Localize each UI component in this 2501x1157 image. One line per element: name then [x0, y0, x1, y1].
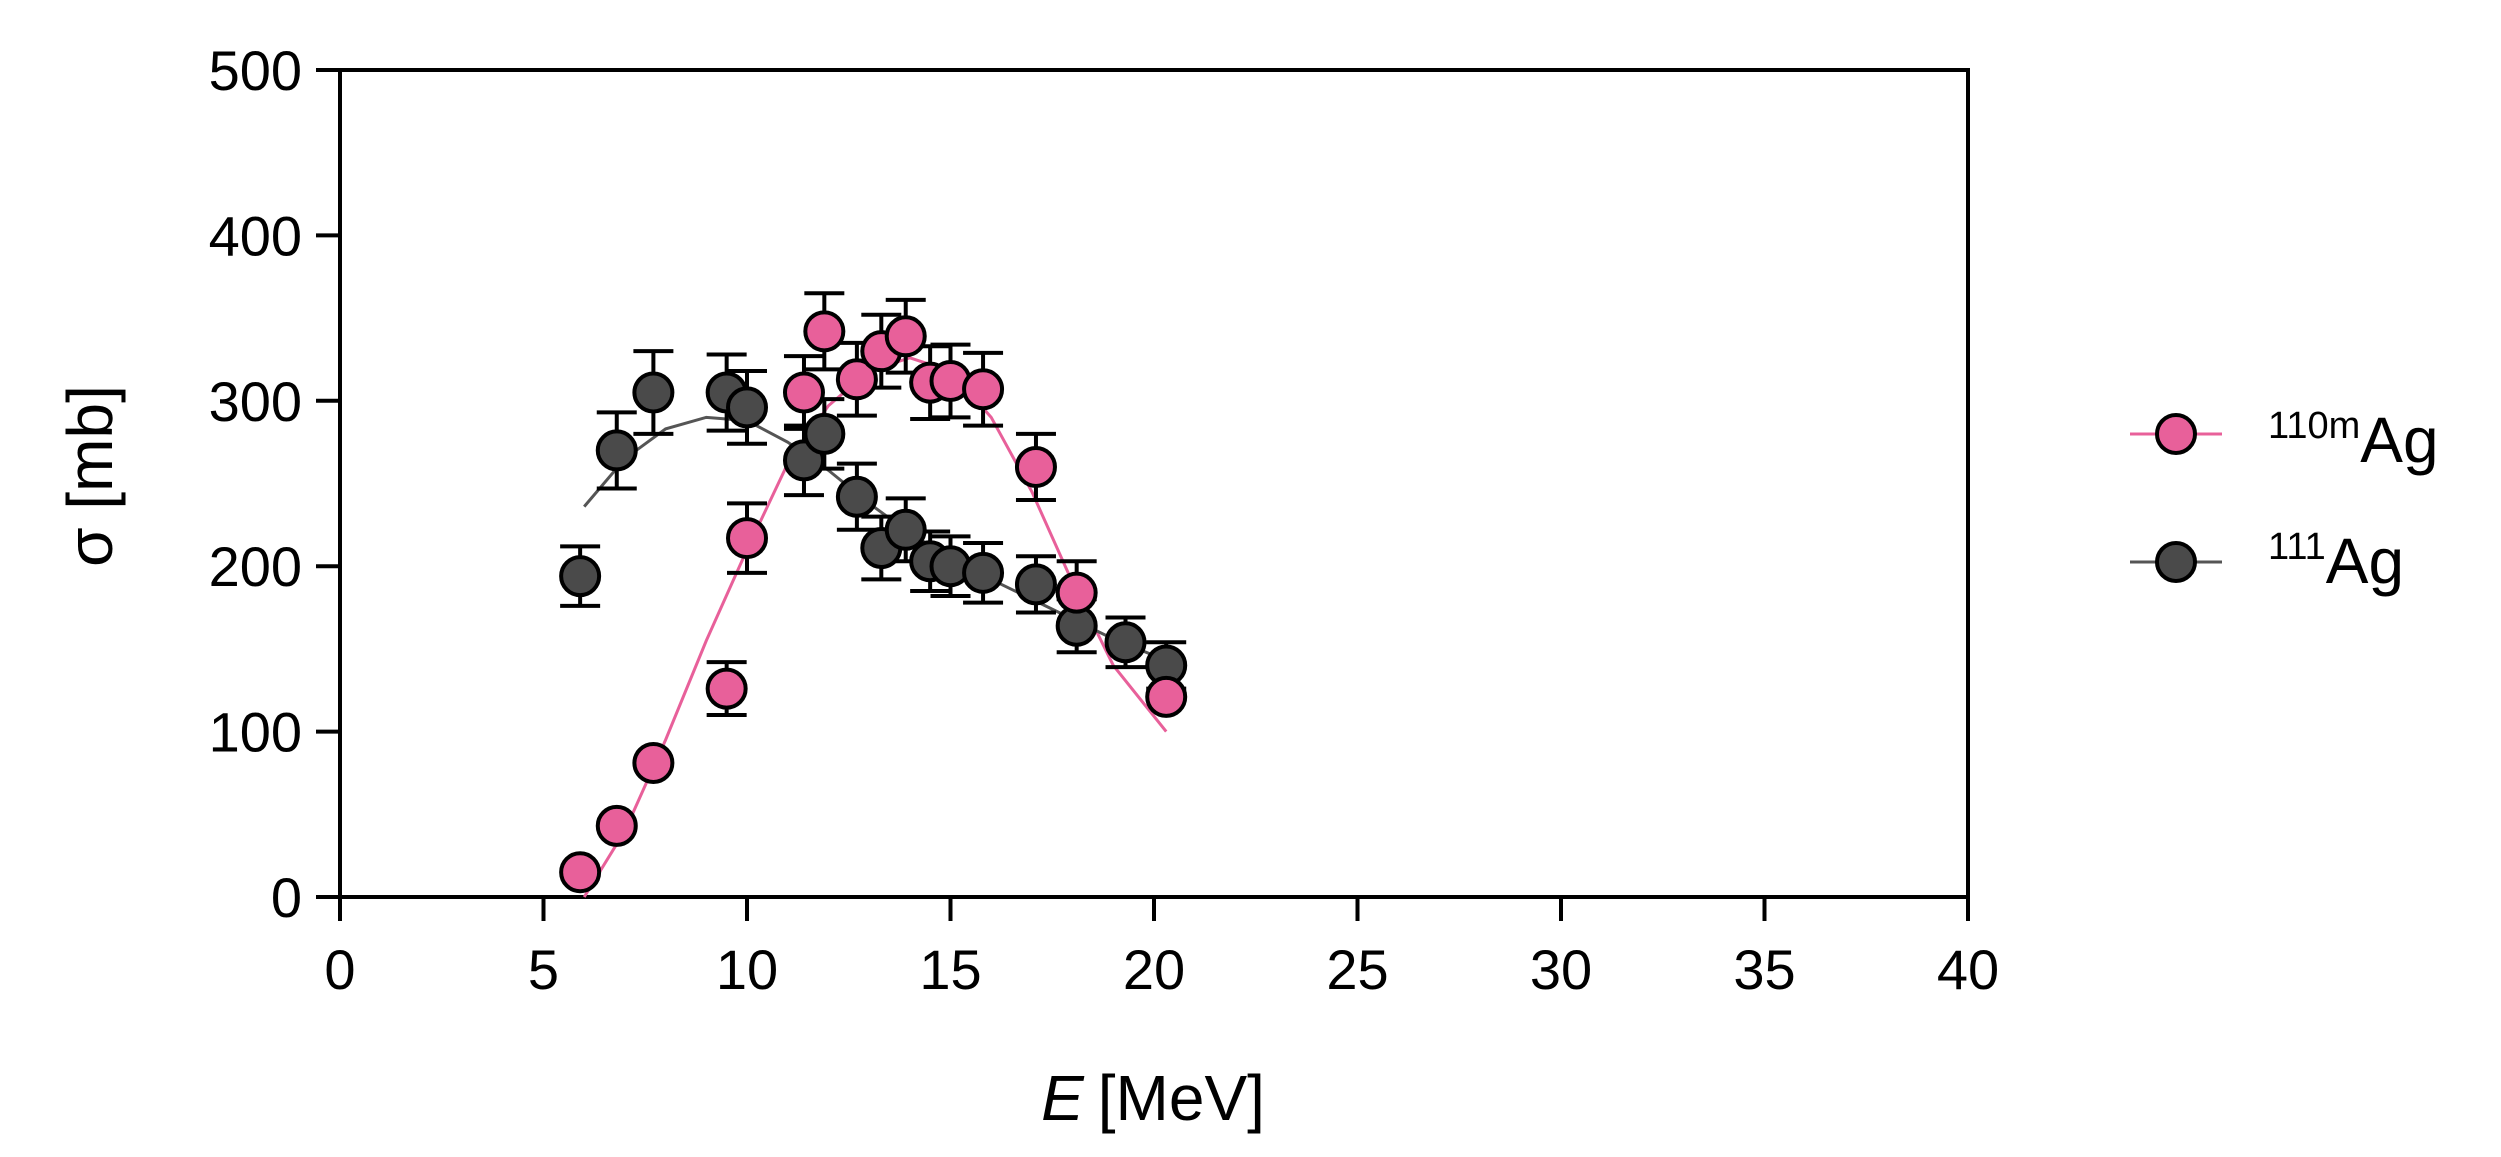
- y-tick-label: 300: [209, 370, 302, 433]
- data-point-111Ag: [1104, 621, 1147, 664]
- data-point-110mAg: [884, 315, 927, 358]
- data-point-110mAg: [1145, 675, 1188, 718]
- data-point-110mAg: [726, 517, 768, 560]
- legend-marker-111Ag: [2155, 541, 2197, 583]
- x-tick-label: 20: [1123, 938, 1185, 1001]
- x-tick-label: 0: [324, 938, 355, 1001]
- y-axis-title: σ [mb]: [54, 385, 126, 567]
- x-axis-title-unit: [MeV]: [1098, 1062, 1265, 1134]
- x-axis-title: E [MeV]: [1041, 1062, 1265, 1134]
- data-point-110mAg: [632, 742, 675, 785]
- x-tick-label: 15: [919, 938, 981, 1001]
- legend-item-110mAg: 110mAg: [2130, 404, 2439, 476]
- data-point-111Ag: [726, 386, 768, 429]
- data-point-111Ag: [595, 429, 638, 472]
- data-point-110mAg: [1055, 571, 1098, 614]
- legend-label-110mAg: 110mAg: [2268, 404, 2439, 476]
- data-point-110mAg: [803, 310, 846, 353]
- data-point-111Ag: [1014, 563, 1057, 606]
- data-point-111Ag: [835, 475, 878, 518]
- x-tick-label: 10: [716, 938, 778, 1001]
- legend-marker-110mAg: [2155, 413, 2197, 455]
- x-tick-label: 35: [1733, 938, 1795, 1001]
- data-point-110mAg: [782, 371, 825, 414]
- x-axis-ticks: 0 5 10 15 20 25 30 35 40: [324, 897, 1999, 1001]
- data-point-111Ag: [803, 412, 846, 455]
- plot-frame: [338, 68, 1970, 899]
- data-points: [559, 310, 1188, 894]
- y-tick-label: 100: [209, 701, 302, 764]
- data-point-111Ag: [632, 371, 675, 414]
- data-point-110mAg: [835, 358, 878, 401]
- y-axis-ticks: 0 100 200 300 400 500: [209, 39, 340, 929]
- data-point-110mAg: [1014, 445, 1057, 488]
- data-point-110mAg: [595, 804, 638, 847]
- x-axis-title-variable: E: [1041, 1062, 1085, 1134]
- y-tick-label: 500: [209, 39, 302, 102]
- legend-item-111Ag: 111Ag: [2130, 525, 2404, 597]
- y-tick-label: 200: [209, 535, 302, 598]
- y-tick-label: 0: [271, 866, 302, 929]
- x-tick-label: 40: [1937, 938, 1999, 1001]
- data-point-111Ag: [962, 551, 1005, 594]
- legend: 110mAg 111Ag: [2130, 404, 2439, 597]
- x-tick-label: 30: [1530, 938, 1592, 1001]
- x-tick-label: 5: [528, 938, 559, 1001]
- x-tick-label: 25: [1326, 938, 1388, 1001]
- data-point-110mAg: [559, 851, 602, 894]
- data-point-111Ag: [559, 555, 602, 598]
- data-point-111Ag: [884, 508, 927, 551]
- plot-area-border: [338, 68, 1970, 899]
- data-point-110mAg: [962, 368, 1005, 411]
- y-tick-label: 400: [209, 204, 302, 267]
- data-point-110mAg: [705, 667, 748, 710]
- legend-label-111Ag: 111Ag: [2268, 525, 2404, 597]
